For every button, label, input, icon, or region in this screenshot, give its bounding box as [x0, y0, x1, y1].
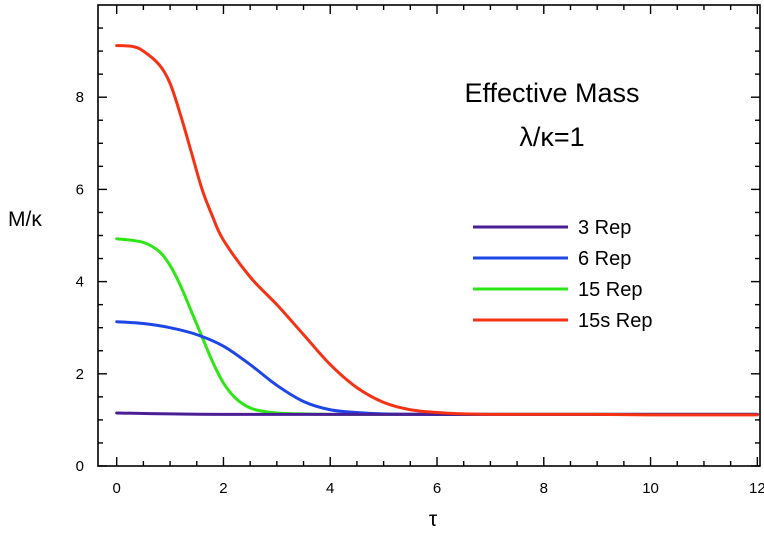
legend-label: 3 Rep	[578, 217, 631, 239]
axis-tick-labels: 0 2 4 6 8 10 12 0 2 4 6 8	[76, 89, 764, 497]
legend: 3 Rep 6 Rep 15 Rep 15s Rep	[473, 217, 653, 332]
series-lines	[115, 44, 759, 417]
legend-label: 15 Rep	[578, 279, 643, 301]
x-tick-label: 12	[749, 480, 764, 497]
legend-label: 15s Rep	[578, 310, 653, 332]
x-axis-label: τ	[429, 508, 438, 531]
y-tick-label: 0	[76, 458, 84, 475]
chart-title: Effective Mass	[464, 78, 639, 108]
legend-label: 6 Rep	[578, 248, 631, 270]
x-tick-label: 2	[219, 480, 227, 497]
x-tick-label: 10	[642, 480, 659, 497]
y-axis-label: M/κ	[8, 208, 42, 231]
x-tick-label: 8	[540, 480, 548, 497]
plot-area-frame	[97, 4, 761, 467]
x-tick-label: 4	[326, 480, 334, 497]
x-tick-label: 6	[433, 480, 441, 497]
series-line-6-rep	[115, 320, 759, 416]
y-tick-label: 2	[76, 366, 84, 383]
y-tick-label: 8	[76, 89, 84, 106]
y-tick-label: 6	[76, 181, 84, 198]
series-line-15-rep	[115, 237, 759, 416]
axis-ticks	[98, 5, 760, 467]
x-tick-label: 0	[113, 480, 121, 497]
chart-subtitle: λ/κ=1	[519, 122, 584, 152]
y-tick-label: 4	[76, 274, 84, 291]
series-line-15s-rep	[115, 44, 759, 417]
